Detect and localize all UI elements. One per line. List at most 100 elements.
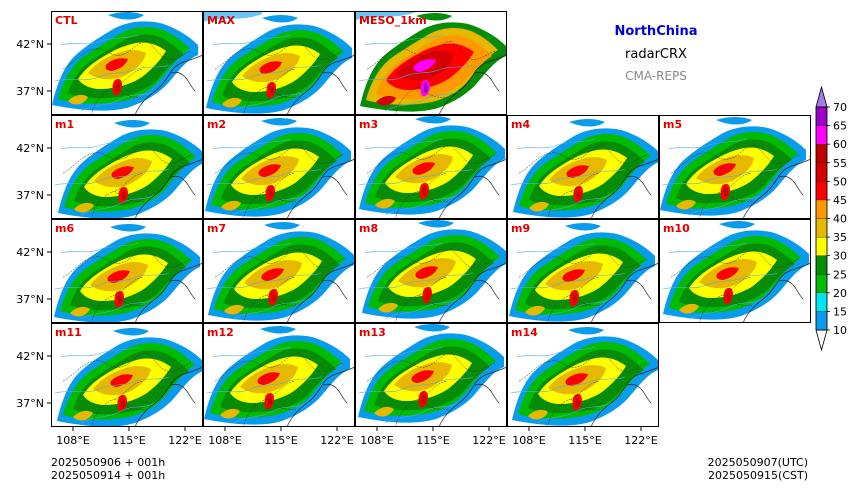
panel-frame	[51, 219, 203, 323]
coastline-bay	[474, 383, 500, 404]
lon-tick-label: 122°E	[168, 434, 201, 447]
reflectivity-field	[205, 118, 355, 219]
province-border-1	[394, 276, 448, 323]
panel-max: MAX	[203, 11, 355, 115]
province-border-0	[518, 352, 604, 382]
lat-tick-label: 37°N	[16, 85, 44, 98]
colorbar: 10 15 20 25 30 35 40 45 50 55 60 65 70	[815, 85, 847, 352]
lat-tick-label: 42°N	[16, 246, 44, 259]
province-border-2	[450, 248, 496, 268]
river-line-0	[358, 272, 474, 290]
reflectivity-area-7	[270, 85, 274, 95]
reflectivity-area-7	[573, 293, 577, 303]
coastline	[590, 366, 659, 427]
river-line-0	[54, 168, 170, 186]
province-border-1	[242, 68, 296, 115]
province-border-0	[214, 248, 300, 278]
province-border-3	[722, 294, 754, 306]
lat-tick-label: 42°N	[16, 350, 44, 363]
reflectivity-field	[358, 324, 507, 427]
colorbar-tick-label: 65	[833, 120, 847, 133]
panel-m13: m13	[355, 323, 507, 427]
lon-tick-label: 108°E	[56, 434, 89, 447]
reflectivity-field	[54, 328, 203, 427]
province-border-0	[518, 248, 604, 278]
reflectivity-field	[52, 12, 203, 115]
reflectivity-area-8	[261, 118, 297, 126]
coastline-bay	[626, 383, 652, 404]
coastline	[134, 262, 203, 323]
reflectivity-field	[662, 221, 811, 323]
coastline-bay	[778, 279, 804, 300]
colorbar-tick-label: 25	[833, 268, 847, 281]
reflectivity-field	[358, 220, 507, 323]
colorbar-tick-label: 55	[833, 157, 847, 170]
lat-tick-label: 37°N	[16, 397, 44, 410]
colorbar-segment-9	[815, 144, 828, 163]
reflectivity-field	[660, 117, 811, 219]
panel-m1: m1	[51, 115, 203, 219]
reflectivity-area-4	[676, 155, 754, 210]
panel-frame	[659, 219, 811, 323]
reflectivity-area-5	[261, 268, 284, 281]
reflectivity-field	[203, 12, 355, 115]
reflectivity-area-7	[424, 83, 428, 93]
province-border-2	[146, 248, 192, 268]
province-border-1	[394, 380, 448, 427]
province-border-2	[450, 40, 496, 60]
lon-tick-label: 108°E	[208, 434, 241, 447]
reflectivity-field	[510, 119, 659, 219]
river-line-2	[384, 90, 460, 112]
reflectivity-area-4	[221, 156, 299, 211]
reflectivity-area-8	[114, 120, 150, 128]
river-line-1	[364, 34, 444, 46]
colorbar-segment-1	[815, 292, 828, 312]
reflectivity-area-7	[724, 187, 728, 197]
province-border-0	[62, 40, 148, 70]
river-line-1	[60, 138, 140, 150]
reflectivity-field	[54, 120, 203, 219]
variable-title: radarCRX	[625, 47, 687, 62]
reflectivity-area-4	[222, 53, 300, 108]
coastline-bay	[322, 71, 348, 92]
province-border-3	[418, 294, 450, 306]
reflectivity-area-4	[378, 258, 456, 313]
coastline-bay	[474, 175, 500, 196]
river-line-1	[212, 34, 292, 46]
colorbar-segment-0	[815, 311, 828, 331]
reflectivity-area-8	[113, 328, 149, 336]
province-border-2	[298, 352, 344, 372]
reflectivity-area-4	[375, 154, 453, 209]
river-line-0	[510, 376, 626, 394]
river-line-0	[206, 272, 322, 290]
river-line-1	[212, 138, 292, 150]
lon-tick-label: 115°E	[112, 434, 145, 447]
river-line-1	[364, 346, 444, 358]
panel-frame	[355, 323, 507, 427]
river-line-0	[206, 64, 322, 82]
reflectivity-area-4	[74, 158, 152, 213]
panel-label: MESO_1km	[359, 14, 427, 27]
longitude-axis: 108°E 115°E 122°E 108°E 115°E 122°E 108°E 115°E…	[56, 427, 658, 447]
coastline-bay	[322, 279, 348, 300]
province-border-2	[602, 144, 648, 164]
province-border-0	[366, 144, 452, 174]
river-line-1	[668, 242, 748, 254]
river-line-0	[662, 168, 778, 186]
province-border-3	[266, 398, 298, 410]
panel-frame	[355, 115, 507, 219]
coastline	[286, 54, 355, 115]
coastline	[438, 366, 507, 427]
colorbar-tick-label: 20	[833, 287, 847, 300]
province-border-3	[114, 398, 146, 410]
coastline-bay	[474, 71, 500, 92]
reflectivity-field	[206, 222, 355, 323]
province-border-3	[266, 294, 298, 306]
reflectivity-area-5	[565, 373, 588, 386]
river-line-0	[358, 168, 474, 186]
province-border-3	[266, 86, 298, 98]
colorbar-tick-label: 35	[833, 231, 847, 244]
panel-m7: m7	[203, 219, 355, 323]
coastline-bay	[626, 175, 652, 196]
panel-label: m4	[511, 118, 530, 131]
